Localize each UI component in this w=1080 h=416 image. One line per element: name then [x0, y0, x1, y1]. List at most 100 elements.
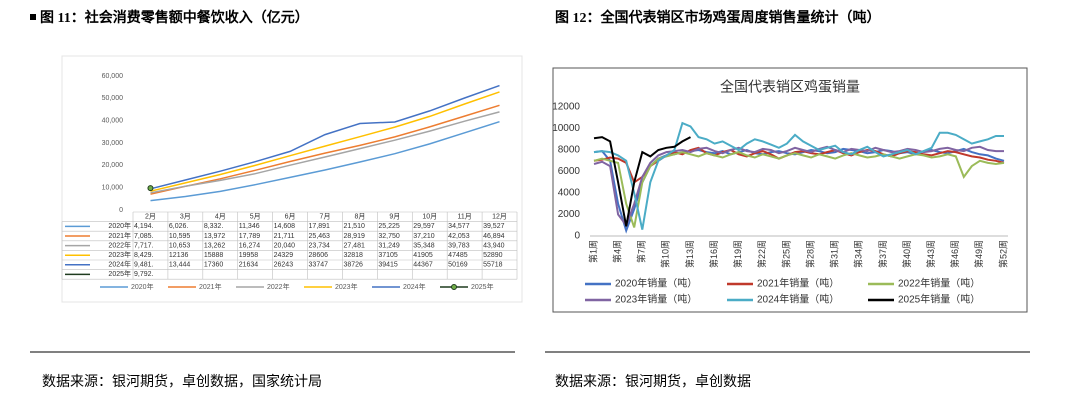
- y-tick-label: 0: [119, 207, 123, 214]
- legend-label: 2022年销量（吨）: [898, 277, 980, 290]
- x-tick-label: 第28周: [804, 240, 815, 268]
- table-row-label: 2025年: [108, 269, 131, 278]
- table-cell: 10,595: [169, 233, 191, 240]
- table-header: 2月: [145, 213, 156, 221]
- table-cell: 39,783: [448, 242, 470, 249]
- table-cell: 52890: [483, 252, 503, 259]
- table-cell: 32818: [343, 252, 363, 259]
- y-tick-label: 60,000: [102, 73, 124, 80]
- table-cell: 21,711: [274, 233, 295, 240]
- table-cell: 6,026.: [169, 223, 189, 230]
- table-cell: 7,085.: [134, 233, 154, 240]
- table-cell: 37,210: [413, 233, 435, 240]
- x-tick-label: 第52周: [997, 240, 1008, 268]
- x-tick-label: 第1周: [587, 240, 598, 263]
- legend-label: 2023年: [335, 282, 358, 291]
- x-tick-label: 第13周: [684, 240, 695, 268]
- table-cell: 35,348: [413, 242, 435, 249]
- source-note: 数据来源：银河期货，卓创数据，国家统计局: [42, 373, 322, 390]
- x-tick-label: 第34周: [853, 240, 864, 268]
- x-tick-label: 第43周: [925, 240, 936, 268]
- y-tick-label: 40,000: [102, 118, 124, 125]
- table-cell: 29,597: [413, 223, 435, 230]
- chart-title: 全国代表销区鸡蛋销量: [720, 79, 860, 95]
- table-cell: 39415: [378, 262, 398, 269]
- source-note: 数据来源：银河期货，卓创数据: [555, 373, 751, 390]
- table-header: 6月: [285, 213, 296, 221]
- x-tick-label: 第7周: [636, 240, 647, 263]
- table-cell: 43,940: [483, 242, 505, 249]
- table-cell: 27,481: [343, 242, 365, 249]
- x-tick-label: 第16周: [708, 240, 719, 268]
- table-header: 5月: [250, 213, 261, 221]
- y-tick-label: 4000: [558, 188, 581, 199]
- table-header: 11月: [457, 213, 471, 221]
- figure-caption: 图 12：全国代表销区市场鸡蛋周度销售量统计（吨）: [555, 9, 881, 26]
- y-tick-label: 6000: [558, 166, 581, 177]
- table-cell: 13,444: [169, 262, 191, 269]
- table-header: 10月: [422, 213, 437, 221]
- x-tick-label: 第49周: [973, 240, 984, 268]
- table-cell: 25,225: [378, 223, 400, 230]
- table-cell: 37105: [378, 252, 398, 259]
- y-tick-label: 30,000: [102, 140, 124, 147]
- y-tick-label: 12000: [552, 102, 580, 113]
- legend-label: 2021年: [199, 282, 222, 291]
- table-cell: 50169: [448, 262, 468, 269]
- x-tick-label: 第31周: [829, 240, 840, 268]
- bullet: [30, 14, 36, 20]
- table-row-label: 2023年: [108, 250, 131, 259]
- x-tick-label: 第22周: [756, 240, 767, 268]
- table-cell: 7,717.: [134, 242, 154, 249]
- table-cell: 4,194.: [134, 223, 154, 230]
- x-tick-label: 第37周: [877, 240, 888, 268]
- table-cell: 41905: [413, 252, 433, 259]
- table-header: 3月: [180, 213, 191, 221]
- x-tick-label: 第46周: [949, 240, 960, 268]
- y-tick-label: 0: [574, 231, 580, 242]
- table-cell: 26243: [274, 262, 294, 269]
- table-cell: 38726: [343, 262, 363, 269]
- table-cell: 8,429.: [134, 252, 154, 259]
- table-cell: 46,894: [483, 233, 505, 240]
- table-row-label: 2022年: [108, 240, 131, 249]
- table-header: 4月: [215, 213, 226, 221]
- table-row-label: 2020年: [108, 221, 131, 230]
- legend-label: 2023年销量（吨）: [615, 293, 697, 306]
- series-line: [150, 84, 500, 190]
- table-cell: 15888: [204, 252, 224, 259]
- table-row-label: 2021年: [108, 231, 131, 240]
- table-cell: 20,040: [274, 242, 296, 249]
- y-tick-label: 8000: [558, 145, 581, 156]
- table-cell: 17360: [204, 262, 224, 269]
- legend-marker: [451, 284, 457, 290]
- table-cell: 28606: [309, 252, 329, 259]
- legend-label: 2020年销量（吨）: [615, 277, 697, 290]
- table-cell: 44367: [413, 262, 433, 269]
- series-line: [593, 145, 1004, 228]
- series-line: [150, 120, 500, 202]
- figure-caption: 图 11：社会消费零售额中餐饮收入（亿元）: [40, 9, 309, 26]
- table-cell: 9,792.: [134, 271, 154, 278]
- table-cell: 21,510: [343, 223, 365, 230]
- table-cell: 8,332.: [204, 223, 224, 230]
- table-cell: 16,274: [239, 242, 261, 249]
- table-cell: 17,891: [309, 223, 331, 230]
- table-header: 8月: [354, 213, 365, 221]
- series-line: [593, 121, 1004, 230]
- table-cell: 12136: [169, 252, 189, 259]
- table-cell: 21634: [239, 262, 259, 269]
- legend-label: 2022年: [267, 282, 290, 291]
- table-cell: 42,053: [448, 233, 470, 240]
- table-cell: 10,653: [169, 242, 191, 249]
- series-line: [150, 104, 500, 195]
- series-line: [150, 91, 500, 192]
- y-tick-label: 10000: [552, 123, 580, 134]
- table-cell: 32,750: [378, 233, 400, 240]
- y-tick-label: 2000: [558, 209, 581, 220]
- series-line: [150, 111, 500, 194]
- x-tick-label: 第19周: [732, 240, 743, 268]
- legend-label: 2024年销量（吨）: [757, 293, 839, 306]
- legend-label: 2021年销量（吨）: [757, 277, 839, 290]
